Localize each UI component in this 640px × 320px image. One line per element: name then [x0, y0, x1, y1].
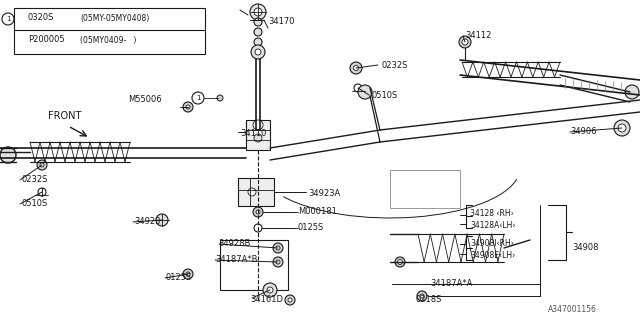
Circle shape	[254, 38, 262, 46]
Circle shape	[267, 287, 273, 293]
Circle shape	[285, 295, 295, 305]
Circle shape	[395, 257, 405, 267]
Text: 0510S: 0510S	[372, 91, 398, 100]
Circle shape	[186, 105, 190, 109]
Circle shape	[397, 260, 403, 265]
Text: 1: 1	[196, 95, 200, 101]
Bar	[14, 8, 205, 54]
Text: 34923A: 34923A	[308, 188, 340, 197]
Circle shape	[288, 298, 292, 302]
Text: 34906: 34906	[570, 127, 596, 137]
Circle shape	[0, 147, 16, 163]
Text: 34928B: 34928B	[218, 239, 250, 249]
Circle shape	[254, 224, 262, 232]
Text: 0510S: 0510S	[22, 199, 48, 209]
Circle shape	[192, 92, 204, 104]
Circle shape	[254, 8, 262, 16]
Text: 34161D: 34161D	[250, 294, 283, 303]
Text: 1: 1	[6, 16, 10, 22]
Text: 34110: 34110	[240, 130, 266, 139]
Text: 0232S: 0232S	[22, 175, 49, 185]
Text: P200005: P200005	[28, 36, 65, 44]
Circle shape	[273, 243, 283, 253]
Circle shape	[625, 85, 639, 99]
Circle shape	[183, 269, 193, 279]
Bar	[220, 240, 288, 290]
Circle shape	[186, 272, 190, 276]
Circle shape	[38, 188, 46, 196]
Text: 34128A‹LH›: 34128A‹LH›	[470, 221, 515, 230]
Circle shape	[614, 120, 630, 136]
Circle shape	[353, 66, 358, 70]
Circle shape	[254, 18, 262, 26]
Text: M000181: M000181	[298, 207, 337, 217]
Circle shape	[40, 163, 44, 167]
Text: 34187A*A: 34187A*A	[430, 279, 472, 289]
Text: 34908: 34908	[572, 244, 598, 252]
Text: 0125S: 0125S	[166, 274, 192, 283]
Circle shape	[354, 84, 362, 92]
Circle shape	[250, 4, 266, 20]
Text: A347001156: A347001156	[548, 306, 597, 315]
Circle shape	[156, 214, 168, 226]
Bar	[246, 120, 270, 150]
Circle shape	[358, 85, 372, 99]
Circle shape	[248, 188, 256, 196]
Text: 34187A*B: 34187A*B	[215, 255, 257, 265]
Circle shape	[2, 13, 14, 25]
Circle shape	[276, 246, 280, 250]
Circle shape	[276, 260, 280, 264]
Circle shape	[263, 283, 277, 297]
Circle shape	[459, 36, 471, 48]
Text: (05MY-05MY0408): (05MY-05MY0408)	[80, 13, 149, 22]
Circle shape	[256, 268, 260, 272]
Text: M55006: M55006	[128, 95, 162, 105]
Text: 34908E‹LH›: 34908E‹LH›	[470, 252, 515, 260]
Circle shape	[273, 257, 283, 267]
Circle shape	[253, 265, 263, 275]
Circle shape	[37, 160, 47, 170]
Circle shape	[618, 124, 626, 132]
Circle shape	[253, 207, 263, 217]
Circle shape	[183, 102, 193, 112]
Text: FRONT: FRONT	[48, 111, 81, 121]
Text: (05MY0409-   ): (05MY0409- )	[80, 36, 136, 44]
Circle shape	[254, 134, 262, 142]
Circle shape	[255, 49, 261, 55]
Text: 34923: 34923	[134, 218, 161, 227]
Text: 0232S: 0232S	[382, 60, 408, 69]
Text: 34128 ‹RH›: 34128 ‹RH›	[470, 210, 514, 219]
Circle shape	[253, 120, 263, 130]
Text: 0320S: 0320S	[28, 13, 54, 22]
Text: 34112: 34112	[465, 31, 492, 41]
Circle shape	[256, 210, 260, 214]
Circle shape	[420, 294, 424, 298]
Circle shape	[462, 39, 468, 45]
Text: 0218S: 0218S	[415, 295, 442, 305]
Circle shape	[417, 291, 427, 301]
Circle shape	[254, 28, 262, 36]
Circle shape	[251, 45, 265, 59]
Text: 34908I‹RH›: 34908I‹RH›	[470, 239, 514, 249]
Bar	[238, 178, 274, 206]
Text: 0125S: 0125S	[298, 223, 324, 233]
Text: 34170: 34170	[268, 18, 294, 27]
Circle shape	[217, 95, 223, 101]
Bar	[390, 170, 460, 208]
Circle shape	[350, 62, 362, 74]
